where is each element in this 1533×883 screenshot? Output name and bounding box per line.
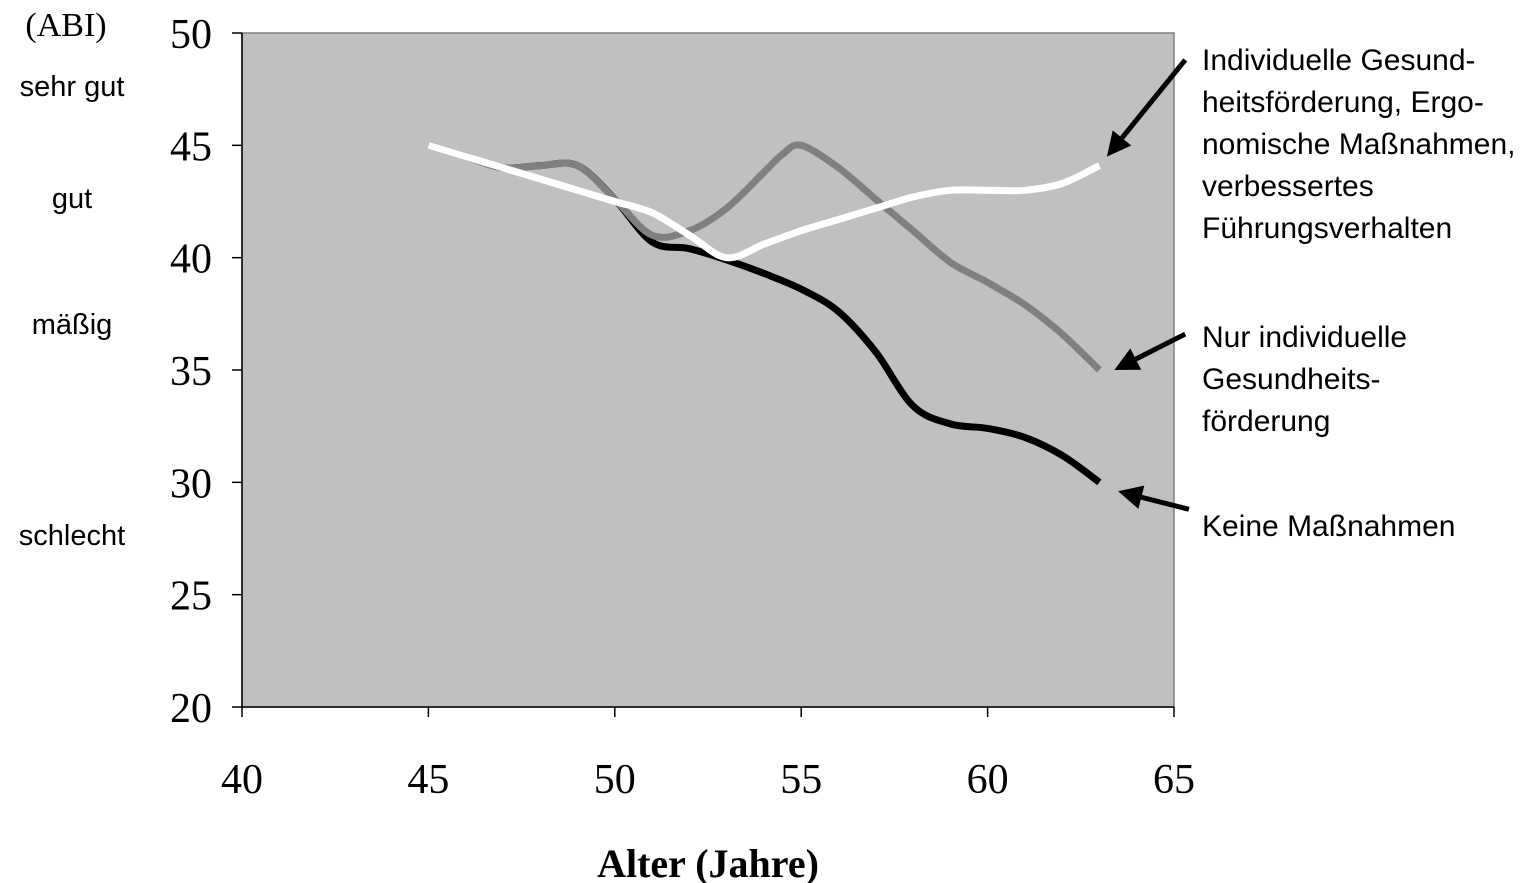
y-tick-label: 35	[170, 349, 212, 395]
y-tick-label: 50	[170, 12, 212, 58]
annotation-text-line: verbessertes	[1202, 170, 1374, 203]
annotations-group: Individuelle Gesund-heitsförderung, Ergo…	[1106, 44, 1515, 543]
annotation-arrow-head	[1118, 485, 1145, 509]
annotation-arrow-shaft	[1120, 58, 1188, 140]
axes-group	[232, 32, 1175, 717]
y-tick-label: 45	[170, 124, 212, 170]
rating-category-label: mäßig	[32, 309, 113, 341]
annotation-arrow-shaft	[1140, 494, 1190, 512]
annotation-text-line: Keine Maßnahmen	[1202, 510, 1455, 543]
rating-category-label: gut	[52, 183, 92, 215]
annotation-text-line: heitsförderung, Ergo-	[1202, 86, 1484, 119]
plot-area	[241, 32, 1175, 708]
rating-category-label: sehr gut	[20, 71, 125, 103]
series-line-kombiniert	[427, 141, 1101, 262]
series-group	[427, 141, 1102, 486]
x-tick-label: 50	[594, 757, 636, 803]
x-tick-label: 65	[1153, 757, 1195, 803]
y-tick-label: 20	[170, 686, 212, 732]
annotation-text-line: förderung	[1202, 405, 1330, 438]
x-axis-label: Alter (Jahre)	[597, 841, 819, 883]
y-axis-label: (ABI)	[25, 7, 106, 44]
category-labels-group: sehr gut gut mäßig schlecht	[19, 71, 125, 552]
tick-labels-group: 20 25 30 35 40 45 50 40 45 50 55 60 65	[170, 12, 1195, 803]
series-line-nur-individuelle	[427, 141, 1102, 373]
x-tick-label: 40	[221, 757, 263, 803]
rating-category-label: schlecht	[19, 520, 125, 552]
x-tick-label: 60	[967, 757, 1009, 803]
annotation-arrow-head	[1114, 348, 1142, 370]
annotation-arrow-head	[1106, 130, 1132, 157]
y-tick-label: 30	[170, 461, 212, 507]
annotation-text-line: Nur individuelle	[1202, 321, 1407, 354]
x-tick-label: 45	[407, 757, 449, 803]
annotation-text-line: nomische Maßnahmen,	[1202, 128, 1515, 161]
y-tick-label: 25	[170, 574, 212, 620]
y-tick-label: 40	[170, 237, 212, 283]
annotation-text-line: Führungsverhalten	[1202, 212, 1452, 245]
x-tick-label: 55	[780, 757, 822, 803]
annotation-text-line: Gesundheits-	[1202, 363, 1380, 396]
annotation-text-line: Individuelle Gesund-	[1202, 44, 1476, 77]
annotation-arrow-shaft	[1134, 331, 1187, 362]
